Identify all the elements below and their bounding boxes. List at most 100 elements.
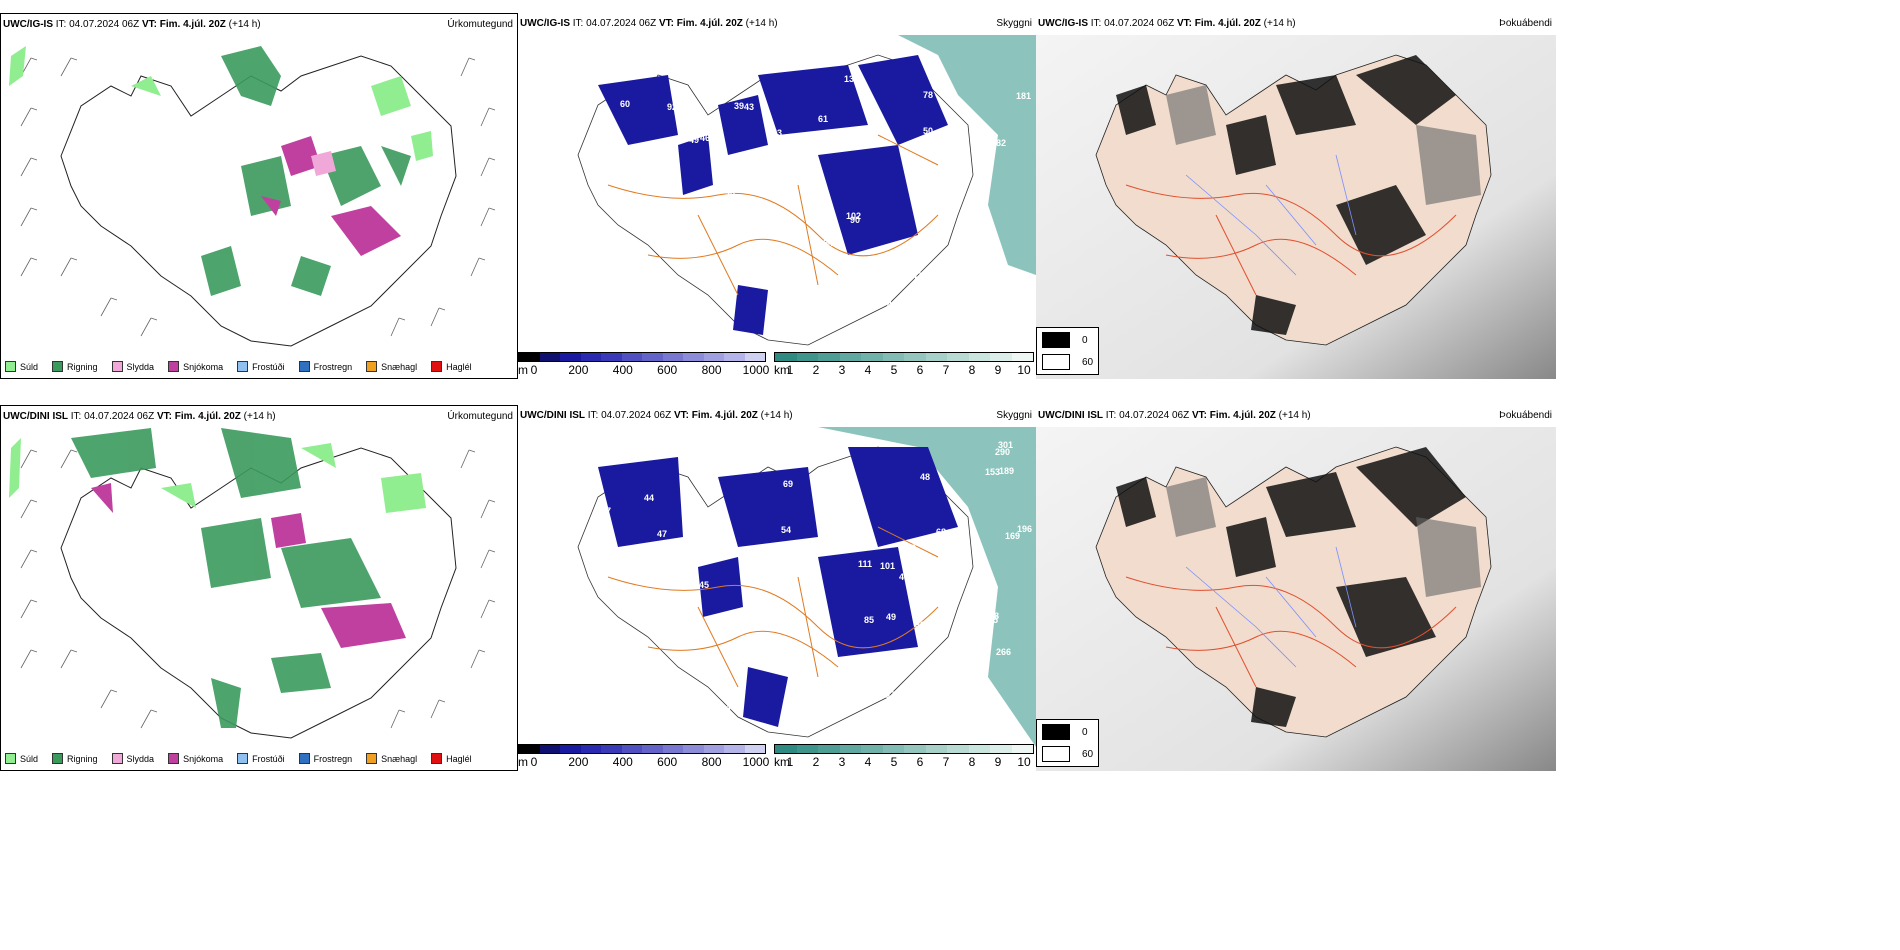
colorbar-segment (580, 353, 601, 361)
cloud-base-label: 49 (689, 135, 699, 145)
cloud-base-label: 78 (923, 90, 933, 100)
cloud-base-label: 39 (734, 101, 744, 111)
cloud-base-label: 290 (995, 447, 1010, 457)
legend-swatch (298, 361, 310, 372)
cloud-base-label: 48 (599, 289, 609, 299)
cloud-base-label: 181 (1016, 91, 1031, 101)
panel-title: UWC/DINI ISL IT: 04.07.2024 06Z VT: Fim.… (3, 411, 276, 422)
colorbar-segment (990, 745, 1012, 753)
legend-label: Frostregn (313, 753, 353, 764)
cloud-ceiling-map: 81 68 64 54 87 57 49 50 48 47 46 37 45 46 53 44 53 62 188 1… (577, 427, 1036, 747)
legend-label: Súld (20, 753, 39, 764)
colorbar-tick-label: 6 (916, 755, 924, 769)
cloud-base-label: 62 (693, 477, 703, 487)
legend-label: Haglél (446, 361, 472, 372)
cloud-base-label: 45 (699, 580, 709, 590)
colorbar-tick-label: 8 (968, 363, 976, 377)
cloud-base-label: 50 (694, 664, 704, 674)
colorbar-segment (662, 745, 683, 753)
precip-legend: Súld Rigning Slydda Snjókoma Frostúði Frostre… (5, 361, 472, 372)
cloud-base-label: 355 (983, 615, 998, 625)
legend-item: Slydda (111, 753, 154, 764)
colorbar-segment (683, 745, 704, 753)
colorbar-tick-label: 5 (890, 755, 898, 769)
colorbar-segment (861, 353, 883, 361)
cloud-base-label: 188 (984, 611, 999, 621)
cloud-base-label: 81 (935, 627, 945, 637)
cloud-base-label: 189 (999, 466, 1014, 476)
legend-swatch (237, 753, 249, 764)
colorbar-segment (968, 353, 990, 361)
colorbar-segment (775, 353, 797, 361)
cloud-base-label: 43 (744, 102, 754, 112)
legend-item: Frostregn (298, 753, 353, 764)
colorbar-segment (703, 745, 724, 753)
colorbar-segment (601, 353, 622, 361)
colorbar-tick-label: 7 (942, 363, 950, 377)
cloud-base-label: 33 (603, 306, 613, 316)
cloud-base-label: 137 (721, 691, 736, 701)
cloud-base-label: 182 (991, 138, 1006, 148)
cloud-base-label: 80 (658, 277, 668, 287)
cloud-base-label: 47 (626, 247, 636, 257)
legend-item: Rigning (52, 753, 98, 764)
cloud-base-label: 153 (985, 467, 1000, 477)
precip-type-panel-top: UWC/IG-IS IT: 04.07.2024 06Z VT: Fim. 4.… (0, 13, 518, 379)
iceland-outline (60, 55, 457, 347)
legend-label: Snjókoma (183, 753, 224, 764)
colorbar-tick-label: 10 (1017, 755, 1031, 769)
legend-swatch (366, 753, 378, 764)
cloud-base-label: 101 (880, 561, 895, 571)
legend-swatch (168, 361, 180, 372)
cloud-panel-top: UWC/IG-IS IT: 04.07.2024 06Z VT: Fim. 4.… (518, 13, 1036, 379)
legend-item: Súld (5, 753, 38, 764)
colorbar-segment (947, 745, 969, 753)
cloud-base-label: 47 (657, 529, 667, 539)
colorbar-tick-label: 1 (786, 755, 794, 769)
colorbar-segment (818, 353, 840, 361)
legend-swatch (5, 361, 16, 372)
drizzle-areas (9, 46, 433, 161)
legend-label: Snæhagl (381, 361, 418, 372)
cloud-base-label: 69 (783, 479, 793, 489)
cloud-base-label: 113 (849, 527, 864, 537)
cloud-base-label: 61 (818, 114, 828, 124)
colorbar-tick-label: 3 (838, 363, 846, 377)
colorbar-tick-label: 600 (657, 363, 678, 377)
colorbar-segment (990, 353, 1012, 361)
legend-swatch (168, 753, 180, 764)
cloud-base-label: 301 (998, 440, 1013, 450)
ceiling-colorbar: m 0 200 400 600 800 1000 (518, 352, 769, 377)
legend-item: Frostúði (237, 361, 285, 372)
colorbar-segment (703, 353, 724, 361)
legend-swatch (52, 753, 64, 764)
colorbar-segment (744, 745, 765, 753)
colorbar-segment (882, 745, 904, 753)
fog-legend: 0 60 (1036, 719, 1100, 767)
colorbar-tick-label: 7 (942, 755, 950, 769)
panel-title: UWC/IG-IS IT: 04.07.2024 06Z VT: Fim. 4.… (1038, 18, 1296, 29)
precip-type-panel-bottom: UWC/DINI ISL IT: 04.07.2024 06Z VT: Fim.… (0, 405, 518, 771)
fog-legend: 0 60 (1036, 327, 1100, 375)
cloud-base-label: 60 (620, 99, 630, 109)
legend-label: Rigning (67, 361, 98, 372)
colorbar-tick-label: 2 (812, 363, 820, 377)
colorbar-segment (662, 353, 683, 361)
colorbar-segment (519, 353, 540, 361)
sleet-areas (311, 151, 336, 176)
colorbar-tick-label: 1000 (742, 363, 770, 377)
cloud-base-label: 68 (936, 527, 946, 537)
cloud-base-label: 169 (1005, 531, 1020, 541)
legend-item: Snæhagl (366, 361, 417, 372)
colorbar-segment (642, 745, 663, 753)
cloud-base-label: 53 (922, 672, 932, 682)
colorbar-tick-label: 400 (612, 363, 633, 377)
fog-index-map (1036, 427, 1556, 771)
cloud-base-label: 81 (899, 654, 909, 664)
colorbar-segment (560, 745, 581, 753)
cloud-base-label: 56 (732, 172, 742, 182)
colorbar-segment (839, 745, 861, 753)
snow-areas (261, 136, 401, 256)
cloud-base-label: 47 (912, 271, 922, 281)
colorbar-unit: m (518, 363, 528, 377)
